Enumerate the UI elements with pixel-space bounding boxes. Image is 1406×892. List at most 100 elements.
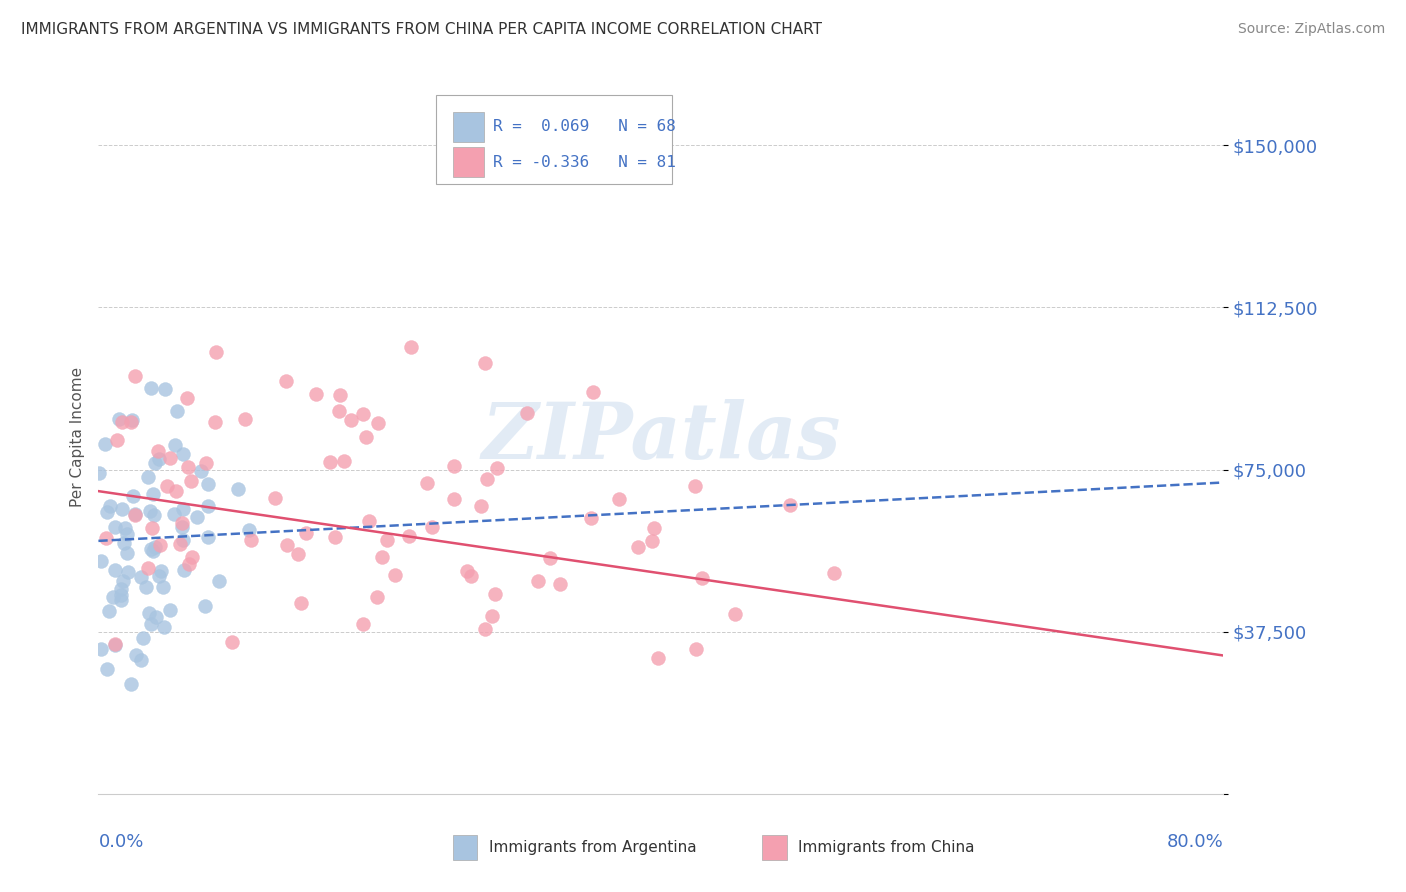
- Point: [135, 580, 157, 594]
- Point: [204, 344, 226, 359]
- Text: Immigrants from Argentina: Immigrants from Argentina: [489, 840, 696, 855]
- Point: [367, 416, 389, 430]
- FancyBboxPatch shape: [762, 835, 787, 860]
- Text: IMMIGRANTS FROM ARGENTINA VS IMMIGRANTS FROM CHINA PER CAPITA INCOME CORRELATION: IMMIGRANTS FROM ARGENTINA VS IMMIGRANTS …: [21, 22, 823, 37]
- Point: [195, 456, 218, 470]
- Point: [148, 452, 170, 467]
- Point: [221, 635, 243, 649]
- Point: [177, 460, 200, 475]
- Point: [627, 541, 650, 555]
- Point: [641, 533, 664, 548]
- Point: [148, 568, 170, 582]
- Point: [484, 587, 506, 601]
- Point: [110, 588, 132, 602]
- Point: [104, 637, 127, 651]
- Text: Immigrants from China: Immigrants from China: [799, 840, 974, 855]
- Point: [208, 574, 231, 589]
- Point: [152, 620, 174, 634]
- Point: [329, 388, 352, 402]
- Point: [235, 411, 257, 425]
- Point: [173, 563, 195, 577]
- FancyBboxPatch shape: [453, 835, 478, 860]
- Point: [129, 652, 152, 666]
- Point: [108, 412, 131, 426]
- Point: [139, 617, 162, 632]
- Point: [683, 479, 706, 493]
- Point: [193, 599, 215, 613]
- Point: [276, 538, 298, 552]
- Point: [384, 567, 406, 582]
- Point: [96, 505, 118, 519]
- Point: [290, 595, 312, 609]
- Y-axis label: Per Capita Income: Per Capita Income: [69, 367, 84, 508]
- Point: [481, 609, 503, 624]
- Point: [93, 437, 115, 451]
- Point: [352, 617, 374, 632]
- Point: [399, 340, 422, 354]
- Point: [148, 444, 170, 458]
- Point: [104, 519, 127, 533]
- Point: [170, 520, 193, 534]
- Point: [165, 484, 187, 499]
- Point: [475, 472, 498, 486]
- Point: [90, 554, 112, 568]
- Point: [122, 489, 145, 503]
- Point: [643, 521, 665, 535]
- Point: [305, 386, 328, 401]
- Point: [416, 476, 439, 491]
- Point: [138, 606, 160, 620]
- Point: [89, 466, 111, 480]
- Point: [136, 561, 159, 575]
- Point: [354, 430, 377, 444]
- Point: [166, 404, 188, 418]
- Point: [177, 557, 200, 571]
- Point: [181, 550, 204, 565]
- Point: [165, 438, 187, 452]
- Point: [238, 523, 260, 537]
- Point: [339, 413, 361, 427]
- Point: [111, 574, 134, 589]
- Point: [486, 461, 509, 475]
- Text: 0.0%: 0.0%: [98, 833, 143, 851]
- Point: [371, 550, 394, 565]
- Point: [516, 406, 538, 420]
- FancyBboxPatch shape: [436, 95, 672, 184]
- Point: [142, 487, 165, 501]
- Point: [153, 382, 176, 396]
- Point: [375, 533, 398, 548]
- Text: 80.0%: 80.0%: [1167, 833, 1223, 851]
- Point: [117, 565, 139, 579]
- Point: [117, 527, 139, 541]
- Point: [131, 631, 153, 645]
- Point: [105, 433, 128, 447]
- Point: [323, 530, 346, 544]
- Point: [538, 550, 561, 565]
- Point: [143, 508, 166, 522]
- Text: R = -0.336   N = 81: R = -0.336 N = 81: [494, 154, 676, 169]
- Point: [197, 477, 219, 491]
- Point: [98, 605, 121, 619]
- Point: [145, 540, 167, 554]
- Point: [104, 564, 127, 578]
- Point: [197, 530, 219, 544]
- Point: [295, 525, 318, 540]
- Point: [101, 591, 124, 605]
- Point: [141, 521, 163, 535]
- Point: [470, 500, 492, 514]
- Point: [115, 546, 138, 560]
- FancyBboxPatch shape: [453, 147, 484, 178]
- Point: [550, 576, 572, 591]
- Point: [152, 580, 174, 594]
- Point: [443, 458, 465, 473]
- Text: R =  0.069   N = 68: R = 0.069 N = 68: [494, 120, 676, 135]
- Point: [460, 569, 482, 583]
- Point: [121, 413, 143, 427]
- Point: [582, 385, 605, 400]
- Point: [186, 509, 208, 524]
- Point: [474, 622, 496, 636]
- Point: [239, 533, 262, 548]
- Point: [114, 520, 136, 534]
- Point: [159, 451, 181, 466]
- Point: [142, 544, 165, 558]
- Point: [359, 514, 381, 528]
